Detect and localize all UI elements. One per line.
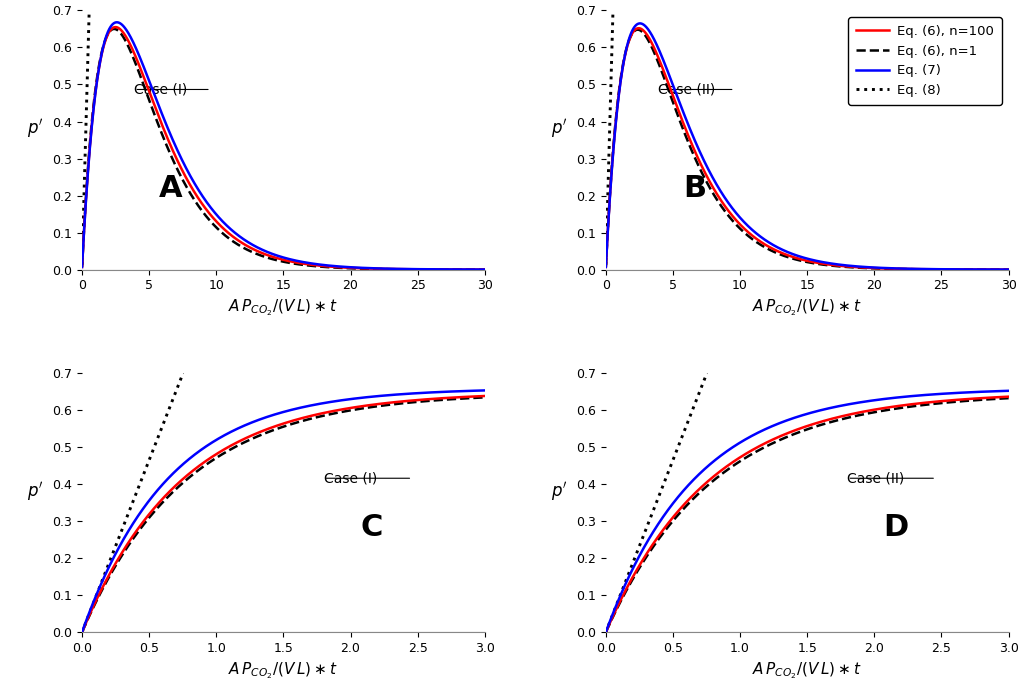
Y-axis label: $p'$: $p'$	[28, 480, 44, 503]
Text: A: A	[159, 174, 182, 203]
Text: Case (II): Case (II)	[848, 472, 905, 486]
X-axis label: $A\,P_{CO_2}/(V\,L)\ast t$: $A\,P_{CO_2}/(V\,L)\ast t$	[753, 661, 862, 681]
Text: Case (II): Case (II)	[658, 83, 716, 97]
Y-axis label: $p'$: $p'$	[551, 117, 567, 140]
X-axis label: $A\,P_{CO_2}/(V\,L)\ast t$: $A\,P_{CO_2}/(V\,L)\ast t$	[228, 661, 338, 681]
Text: C: C	[360, 513, 383, 542]
Text: B: B	[683, 174, 706, 203]
X-axis label: $A\,P_{CO_2}/(V\,L)\ast t$: $A\,P_{CO_2}/(V\,L)\ast t$	[228, 298, 338, 318]
Y-axis label: $p'$: $p'$	[28, 117, 44, 140]
Legend: Eq. (6), n=100, Eq. (6), n=1, Eq. (7), Eq. (8): Eq. (6), n=100, Eq. (6), n=1, Eq. (7), E…	[849, 17, 1002, 105]
X-axis label: $A\,P_{CO_2}/(V\,L)\ast t$: $A\,P_{CO_2}/(V\,L)\ast t$	[753, 298, 862, 318]
Text: D: D	[883, 513, 908, 542]
Text: Case (I): Case (I)	[324, 472, 377, 486]
Y-axis label: $p'$: $p'$	[551, 480, 567, 503]
Text: Case (I): Case (I)	[134, 83, 187, 97]
